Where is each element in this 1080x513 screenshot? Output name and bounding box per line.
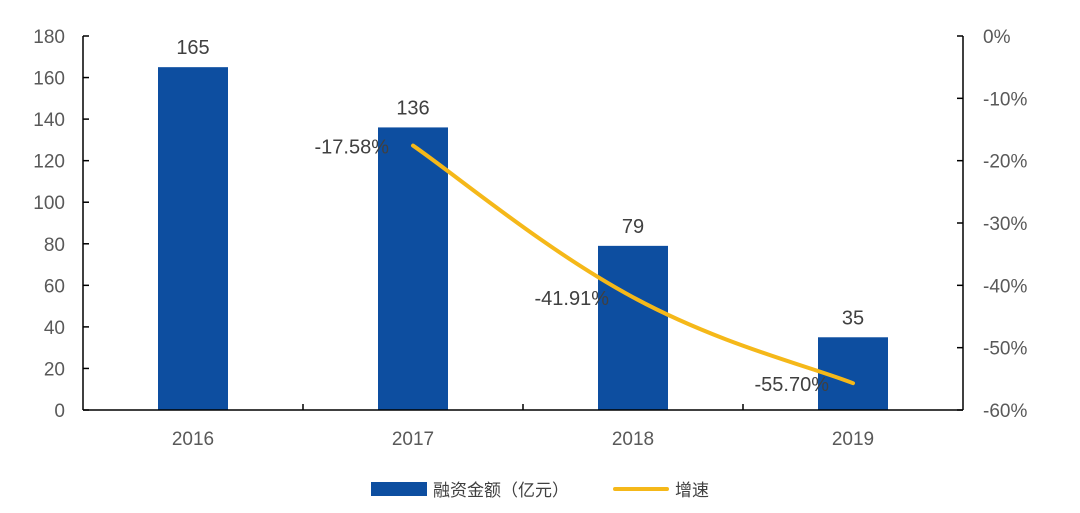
right-tick-label: 0% bbox=[983, 27, 1011, 48]
left-tick-label: 60 bbox=[44, 276, 65, 297]
left-tick-label: 20 bbox=[44, 359, 65, 380]
legend: 融资金额（亿元） 增速 bbox=[0, 476, 1080, 501]
line-value-label: -17.58% bbox=[315, 137, 390, 159]
x-tick-label: 2019 bbox=[832, 429, 874, 450]
legend-item-growth-rate: 增速 bbox=[613, 476, 709, 501]
bar-swatch-icon bbox=[371, 481, 427, 496]
legend-label-financing-amount: 融资金额（亿元） bbox=[433, 481, 569, 501]
line-value-label: -41.91% bbox=[535, 288, 610, 310]
x-tick-label: 2016 bbox=[172, 429, 214, 450]
left-y-axis: 0 20 40 60 80 100 120 140 160 180 bbox=[33, 27, 89, 422]
left-tick-label: 100 bbox=[33, 193, 65, 214]
right-tick-label: -60% bbox=[983, 401, 1027, 422]
bar-value-label: 35 bbox=[842, 307, 864, 329]
growth-line bbox=[411, 143, 855, 386]
left-tick-label: 160 bbox=[33, 69, 65, 90]
combo-chart: 0 20 40 60 80 100 120 140 160 180 0% -10% -20% -30% -… bbox=[33, 27, 1027, 450]
legend-label-growth-rate: 增速 bbox=[675, 481, 709, 501]
bar-value-label: 136 bbox=[396, 97, 429, 119]
x-axis: 2016 2017 2018 2019 bbox=[83, 404, 963, 450]
right-tick-label: -10% bbox=[983, 89, 1027, 110]
left-tick-label: 120 bbox=[33, 152, 65, 173]
left-tick-label: 80 bbox=[44, 235, 65, 256]
right-tick-label: -40% bbox=[983, 276, 1027, 297]
legend-item-financing-amount: 融资金额（亿元） bbox=[371, 476, 569, 501]
left-tick-label: 0 bbox=[54, 401, 65, 422]
right-tick-label: -30% bbox=[983, 214, 1027, 235]
line-series-growth-rate: -17.58% -41.91% -55.70% bbox=[315, 137, 855, 396]
x-tick-label: 2018 bbox=[612, 429, 654, 450]
bar bbox=[158, 67, 228, 411]
right-tick-label: -50% bbox=[983, 339, 1027, 360]
bar-series-financing-amount: 165 136 79 35 bbox=[158, 37, 888, 411]
left-tick-label: 140 bbox=[33, 110, 65, 131]
bar bbox=[378, 127, 448, 410]
bar-value-label: 165 bbox=[176, 37, 209, 59]
right-y-axis: 0% -10% -20% -30% -40% -50% -60% bbox=[957, 27, 1027, 422]
line-swatch-icon bbox=[613, 486, 669, 491]
left-tick-label: 40 bbox=[44, 318, 65, 339]
bar bbox=[598, 245, 668, 410]
line-value-label: -55.70% bbox=[755, 374, 830, 396]
left-tick-label: 180 bbox=[33, 27, 65, 48]
bar-value-label: 79 bbox=[622, 216, 644, 238]
x-tick-label: 2017 bbox=[392, 429, 434, 450]
right-tick-label: -20% bbox=[983, 152, 1027, 173]
